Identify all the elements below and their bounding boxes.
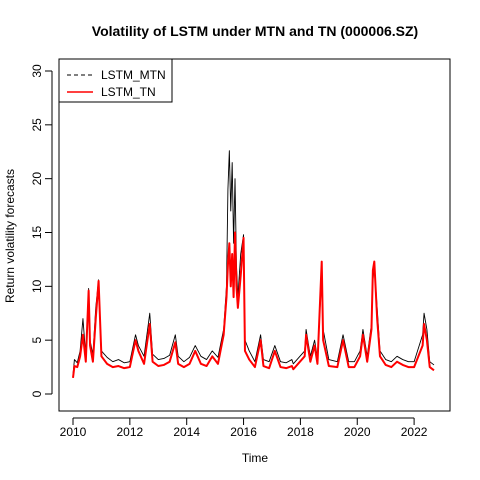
legend-box — [58, 58, 173, 103]
y-tick-label: 10 — [30, 279, 44, 293]
x-tick-label: 2010 — [60, 425, 87, 439]
x-tick-label: 2018 — [287, 425, 314, 439]
plot-frame — [58, 58, 451, 412]
x-tick-label: 2014 — [173, 425, 200, 439]
series-line-lstm-tn — [72, 231, 435, 378]
y-tick-label: 25 — [30, 118, 44, 132]
legend-label-mtn: LSTM_MTN — [101, 68, 166, 82]
y-tick-label: 0 — [30, 390, 44, 397]
y-tick-label: 20 — [30, 172, 44, 186]
y-axis-label: Return volatility forecasts — [3, 169, 17, 303]
x-tick-label: 2020 — [344, 425, 371, 439]
legend: LSTM_MTN LSTM_TN — [58, 58, 173, 103]
x-tick-label: 2012 — [116, 425, 143, 439]
x-axis: 2010 2012 2014 2016 2018 2020 2022 — [60, 417, 428, 439]
x-axis-label: Time — [242, 451, 269, 465]
y-tick-label: 15 — [30, 226, 44, 240]
y-axis: 0 5 10 15 20 25 30 — [30, 64, 53, 397]
y-tick-label: 5 — [30, 337, 44, 344]
chart-title: Volatility of LSTM under MTN and TN (000… — [92, 23, 418, 39]
legend-label-tn: LSTM_TN — [101, 85, 156, 99]
x-tick-label: 2022 — [401, 425, 428, 439]
plot-lines — [72, 150, 435, 378]
y-tick-label: 30 — [30, 64, 44, 78]
x-tick-label: 2016 — [230, 425, 257, 439]
